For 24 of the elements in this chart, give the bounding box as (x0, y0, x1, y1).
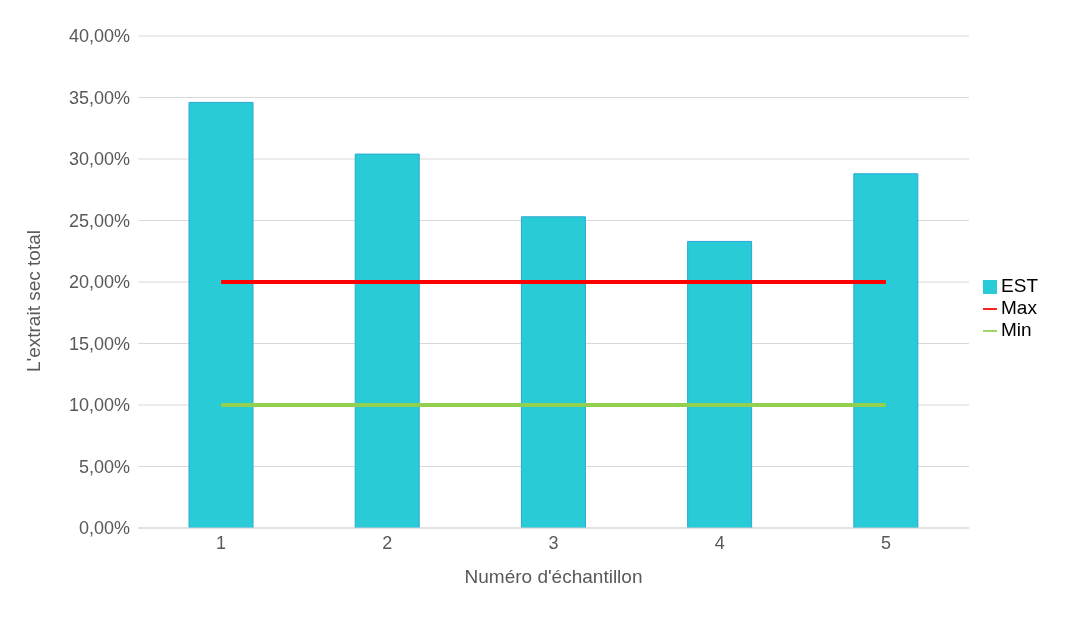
x-axis-title: Numéro d'échantillon (464, 566, 643, 587)
legend-label: Min (1001, 319, 1032, 340)
bar (354, 153, 420, 528)
y-tick-label: 40,00% (68, 26, 130, 47)
y-tick-label: 5,00% (78, 456, 130, 477)
legend-label: EST (1001, 275, 1038, 296)
y-tick-label: 30,00% (68, 149, 130, 170)
y-axis-title: L'extrait sec total (22, 230, 44, 372)
x-tick-label: 4 (714, 532, 725, 553)
y-tick-label: 0,00% (78, 518, 130, 539)
x-tick-label: 3 (548, 532, 559, 553)
y-tick-label: 35,00% (68, 87, 130, 108)
legend-label: Max (1001, 297, 1037, 318)
bar (520, 216, 586, 528)
bar (853, 173, 919, 528)
y-tick-label: 10,00% (68, 395, 130, 416)
x-tick-label: 2 (382, 532, 393, 553)
y-tick-label: 25,00% (68, 210, 130, 231)
bar (188, 101, 254, 528)
x-tick-label: 1 (216, 532, 227, 553)
x-tick-label: 5 (880, 532, 891, 553)
y-tick-label: 20,00% (68, 272, 130, 293)
bar (687, 240, 753, 528)
y-tick-label: 15,00% (68, 333, 130, 354)
